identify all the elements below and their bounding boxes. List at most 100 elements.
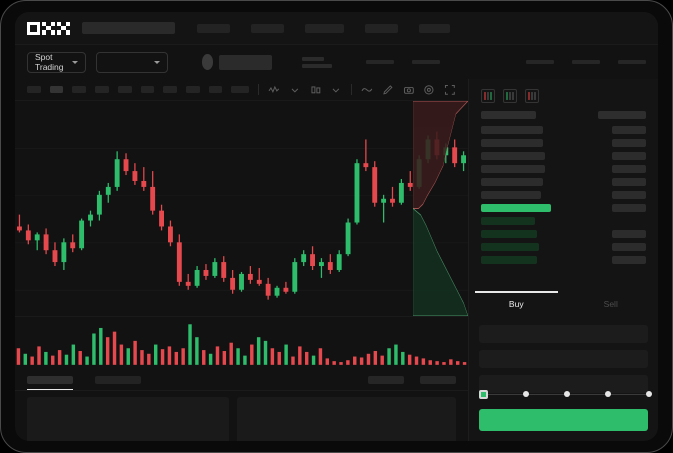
ticker-stats-group-2 <box>526 60 646 64</box>
orderbook-amount-bar <box>612 151 646 160</box>
logo-letter-o <box>27 21 40 35</box>
timeframe-3[interactable] <box>72 86 87 93</box>
bottom-tab-0[interactable] <box>27 369 73 390</box>
bottom-tab-1[interactable] <box>95 369 141 390</box>
nav-search-placeholder[interactable] <box>82 22 175 34</box>
orderbook-current-price-row[interactable] <box>469 201 658 214</box>
trading-pair-selector[interactable] <box>95 51 168 73</box>
nav-item-2[interactable] <box>251 23 284 33</box>
orderbook-rows <box>469 123 658 266</box>
orderbook-bid-row[interactable] <box>469 214 658 227</box>
orderbook-ask-row[interactable] <box>469 162 658 175</box>
stepper-dot-3[interactable] <box>564 391 570 397</box>
pencil-icon[interactable] <box>382 84 394 96</box>
bottom-panel-1[interactable] <box>237 397 456 441</box>
timeframe-9[interactable] <box>208 86 223 93</box>
stat-3 <box>526 60 554 64</box>
tab-buy[interactable]: Buy <box>469 291 564 317</box>
orderbook-column-headers <box>469 109 658 123</box>
bids-only-icon[interactable] <box>503 89 517 103</box>
pair-coin-icon <box>201 54 214 70</box>
chevron-down-icon[interactable] <box>289 84 301 96</box>
orderbook-price-bar <box>481 125 543 134</box>
timeframe-10[interactable] <box>231 86 250 93</box>
trade-form-fields <box>469 319 658 393</box>
orderbook-bid-row[interactable] <box>469 227 658 240</box>
bottom-tab-bar <box>15 369 468 391</box>
timeframe-1[interactable] <box>27 86 41 93</box>
orderbook-price-bar <box>481 203 551 212</box>
orderbook-price-bar <box>481 216 535 225</box>
ticker-change-placeholder <box>302 56 332 68</box>
bottom-content-panels <box>15 391 468 441</box>
camera-icon[interactable] <box>403 84 415 96</box>
bottom-action-1[interactable] <box>404 375 456 384</box>
stepper-dot-2[interactable] <box>523 391 529 397</box>
ticker-price-placeholder <box>219 54 272 70</box>
candle-type-icon[interactable] <box>310 84 322 96</box>
line-chart-icon[interactable] <box>361 84 373 96</box>
onboarding-stepper <box>479 389 652 399</box>
timeframe-2[interactable] <box>49 86 64 93</box>
stepper-dot-1[interactable] <box>479 389 488 399</box>
candlestick-chart[interactable] <box>15 101 468 316</box>
submit-order-button[interactable] <box>479 409 648 431</box>
chevron-down-icon-2[interactable] <box>330 84 342 96</box>
orderbook-ask-row[interactable] <box>469 175 658 188</box>
settings-icon[interactable] <box>423 84 435 96</box>
order-total-field[interactable] <box>479 375 648 393</box>
both-depth-icon[interactable] <box>481 89 495 103</box>
app-screen: Spot Trading <box>15 12 658 441</box>
toolbar-divider-2 <box>351 84 353 95</box>
orderbook-ask-row[interactable] <box>469 149 658 162</box>
stat-2 <box>412 60 440 64</box>
timeframe-5[interactable] <box>117 86 132 93</box>
bottom-action-0[interactable] <box>352 375 404 384</box>
nav-item-5[interactable] <box>419 23 450 33</box>
fullscreen-icon[interactable] <box>444 84 456 96</box>
market-type-selector[interactable]: Spot Trading <box>27 51 86 73</box>
tab-sell[interactable]: Sell <box>603 299 618 309</box>
asks-only-icon[interactable] <box>525 89 539 103</box>
top-navigation-bar <box>15 12 658 45</box>
nav-item-3[interactable] <box>305 23 344 33</box>
orderbook-trade-panel: Buy Sell <box>468 79 658 441</box>
order-price-field[interactable] <box>479 325 648 343</box>
orderbook-bid-row[interactable] <box>469 253 658 266</box>
orderbook-price-bar <box>481 177 543 186</box>
orderbook-amount-bar <box>612 125 646 134</box>
orderbook-amount-bar <box>612 138 646 147</box>
trade-side-tabs: Buy Sell <box>469 291 658 317</box>
orderbook-ask-row[interactable] <box>469 136 658 149</box>
orderbook-amount-bar <box>612 177 646 186</box>
orderbook-price-bar <box>481 229 537 238</box>
chevron-down-icon <box>153 60 160 64</box>
order-amount-field[interactable] <box>479 350 648 368</box>
orderbook-ask-row[interactable] <box>469 123 658 136</box>
timeframe-7[interactable] <box>163 86 178 93</box>
indicator-wave-icon[interactable] <box>268 84 280 96</box>
timeframe-6[interactable] <box>140 86 155 93</box>
orderbook-price-bar <box>481 255 537 264</box>
logo-letter-x <box>57 21 70 35</box>
timeframe-4[interactable] <box>95 86 109 93</box>
orderbook-header-price <box>481 111 536 119</box>
stepper-dot-4[interactable] <box>605 391 611 397</box>
orderbook-view-modes <box>469 79 658 109</box>
orderbook-ask-row[interactable] <box>469 188 658 201</box>
stepper-dot-5[interactable] <box>646 391 652 397</box>
nav-item-1[interactable] <box>197 23 230 33</box>
orderbook-amount-bar <box>612 229 646 238</box>
orderbook-price-bar <box>481 138 543 147</box>
ticker-stats-group <box>366 60 440 64</box>
orderbook-price-bar <box>481 151 545 160</box>
okx-logo[interactable] <box>27 21 70 35</box>
orderbook-bid-row[interactable] <box>469 240 658 253</box>
bottom-panel-0[interactable] <box>27 397 229 441</box>
nav-item-4[interactable] <box>365 23 398 33</box>
timeframe-8[interactable] <box>186 86 200 93</box>
stat-5 <box>618 60 646 64</box>
orderbook-price-bar <box>481 190 541 199</box>
market-toolbar: Spot Trading <box>15 45 658 79</box>
